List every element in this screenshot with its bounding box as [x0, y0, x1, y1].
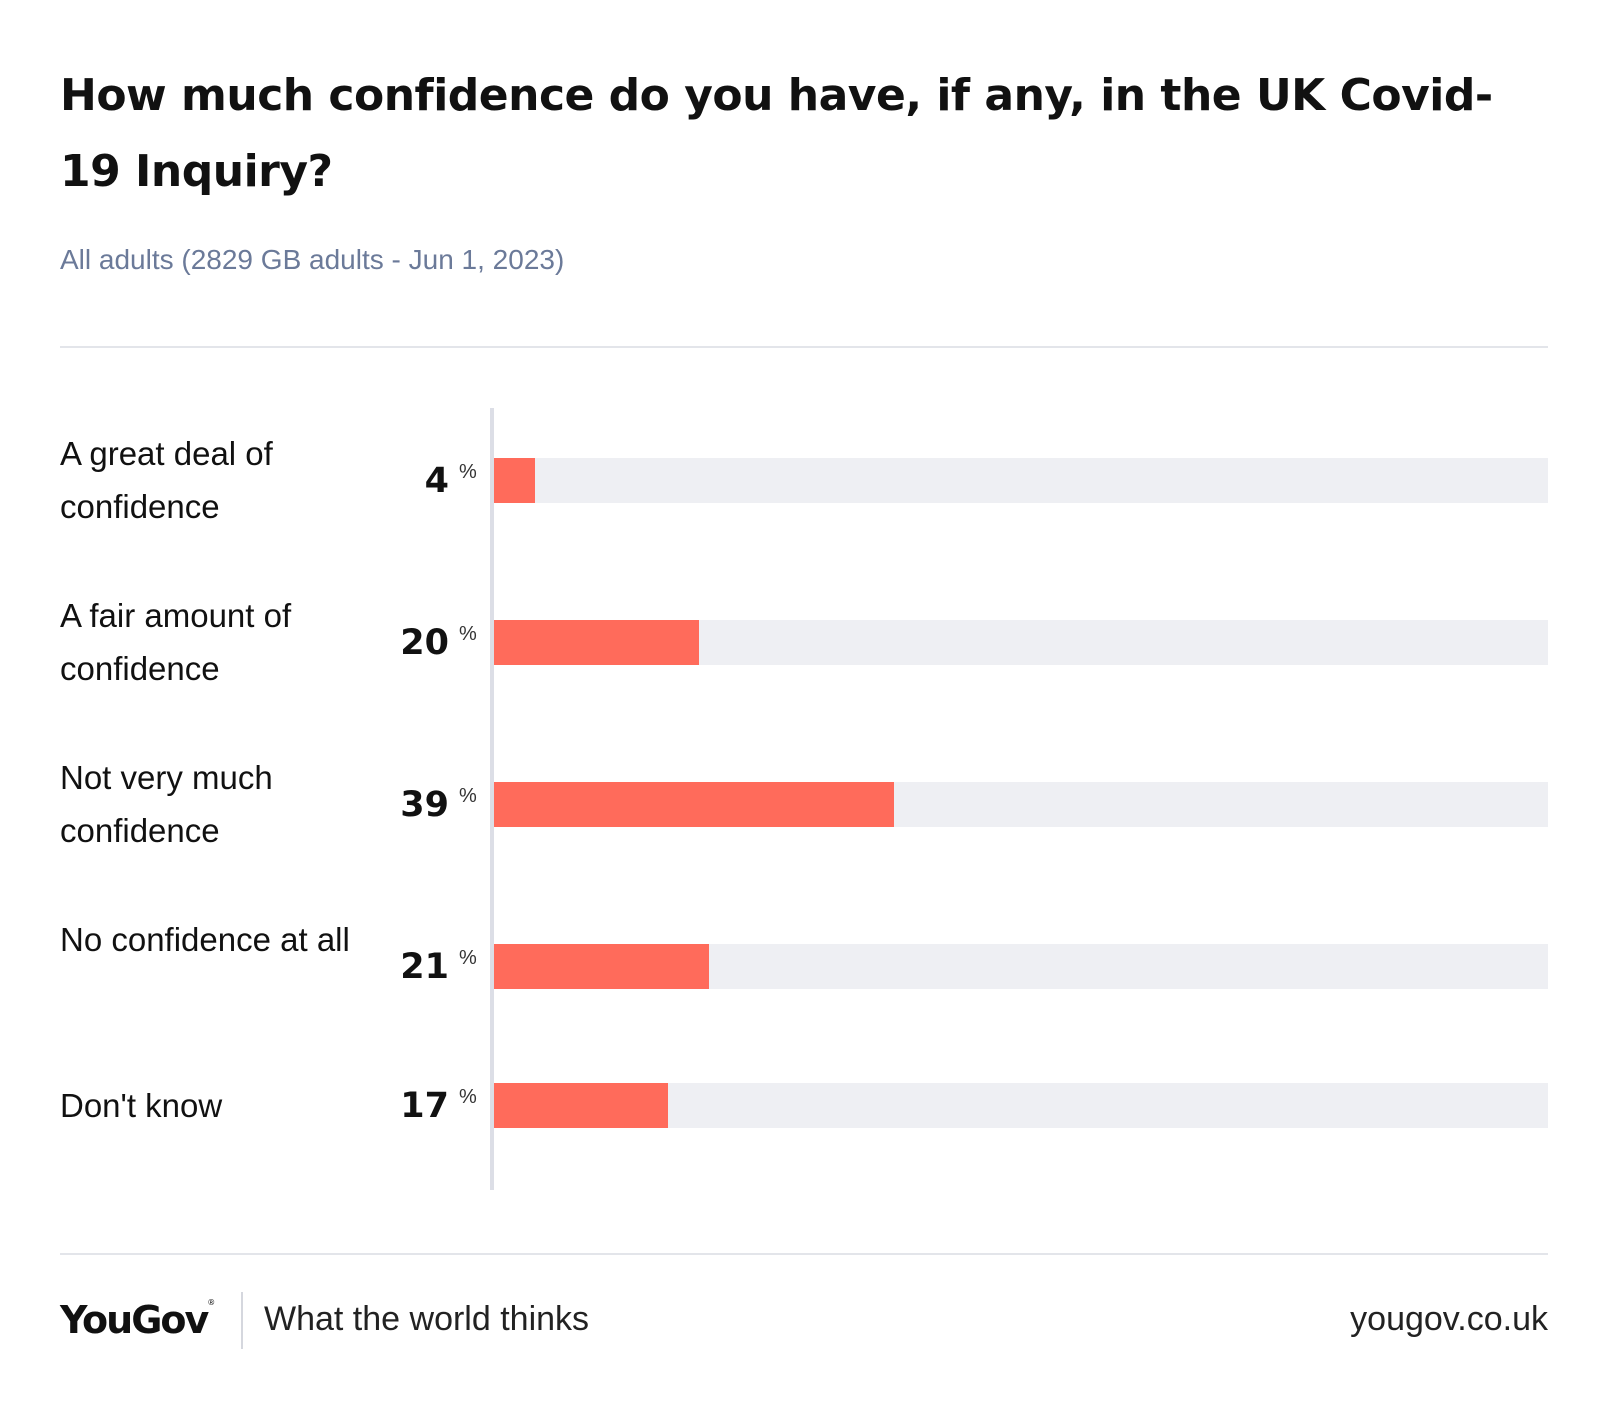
percent-sign: % — [459, 785, 477, 807]
bar-row: Not very much confidence 39% — [0, 0, 1600, 849]
value-label: 4 — [424, 461, 449, 501]
category-label: Don't know — [60, 1086, 223, 1124]
bar-track — [494, 782, 1548, 827]
bar-row: A great deal of confidence 4% — [0, 0, 1600, 525]
bar-row: A fair amount of confidence 20% — [0, 0, 1600, 687]
category-label: A great deal of confidence — [60, 435, 273, 525]
footer-divider — [241, 1292, 243, 1349]
value-label: 39 — [400, 785, 449, 825]
bottom-divider — [60, 1253, 1548, 1255]
percent-sign: % — [459, 947, 477, 969]
value-label: 20 — [400, 623, 449, 663]
bar — [494, 944, 710, 989]
bar — [494, 458, 535, 503]
bar-row: Don't know 17% — [0, 0, 1600, 1128]
bar-track — [494, 1083, 1548, 1128]
chart-subtitle: All adults (2829 GB adults - Jun 1, 2023… — [60, 244, 565, 275]
category-label: Not very much confidence — [60, 759, 273, 849]
bar-track — [494, 944, 1548, 989]
yougov-logo: YouGov® — [60, 1298, 216, 1342]
value-label: 17 — [400, 1086, 449, 1126]
percent-sign: % — [459, 1086, 477, 1108]
chart-title: How much confidence do you have, if any,… — [60, 70, 1493, 197]
value-label: 21 — [400, 947, 449, 987]
bar-track — [494, 620, 1548, 665]
bar — [494, 782, 894, 827]
axis-line — [490, 408, 494, 1190]
category-label: A fair amount of confidence — [60, 597, 292, 687]
percent-sign: % — [459, 461, 477, 483]
bar-track — [494, 458, 1548, 503]
bar — [494, 1083, 669, 1128]
footer-tagline: What the world thinks — [264, 1300, 590, 1338]
top-divider — [60, 346, 1548, 348]
percent-sign: % — [459, 623, 477, 645]
bar-row: No confidence at all 21% — [0, 0, 1600, 989]
category-label: No confidence at all — [60, 921, 350, 958]
bar — [494, 620, 699, 665]
footer-url: yougov.co.uk — [1350, 1300, 1548, 1338]
